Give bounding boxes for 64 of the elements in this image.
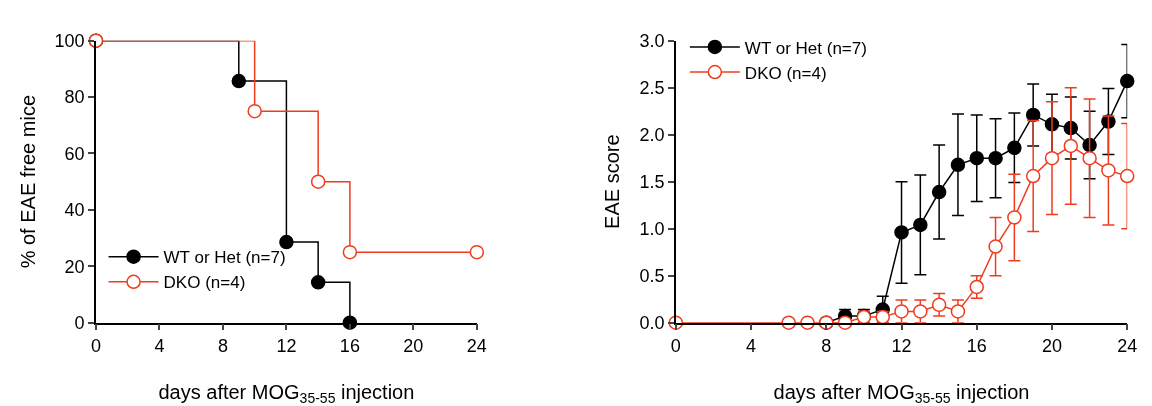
y-tick-label: 0 [74,312,85,333]
point [1044,150,1060,166]
x-tick-label: 16 [339,336,360,357]
point [231,73,247,89]
x-tick-label: 24 [1117,336,1138,357]
x-tick-label: 8 [821,336,832,357]
point [950,157,966,172]
x-axis-title: days after MOG$_{35-55}$ injection [158,380,415,406]
point [1025,107,1041,123]
x-tick-label: 0 [670,336,681,357]
y-tick-label: 1.5 [639,171,665,192]
y-tick-label: 40 [64,200,85,221]
x-tick-label: 12 [891,336,912,357]
x-tick-label: 20 [403,336,424,357]
y-tick-label: 3.0 [639,30,665,51]
point [1025,168,1041,184]
point [1007,210,1022,225]
y-tick-label: 80 [64,87,85,108]
y-tick-label: 100 [54,30,85,51]
y-axis-title: % of EAE free mice [16,94,39,269]
x-tick-label: 20 [1041,336,1063,357]
x-tick-label: 0 [90,336,101,357]
y-tick-label: 0.5 [639,265,665,286]
x-tick-label: 24 [466,336,487,357]
y-tick-label: 0.0 [639,312,665,333]
point [913,304,928,319]
point [1007,140,1022,156]
y-tick-label: 60 [64,143,85,164]
y-tick-label: 1.0 [639,218,665,239]
point [969,279,985,295]
point [310,174,326,189]
legend-label: WT or Het (n=7) [163,248,286,268]
y-tick-label: 2.0 [639,124,665,145]
x-tick-label: 4 [154,336,165,357]
point [1119,168,1135,184]
point [279,234,294,250]
y-axis-title: EAE score [601,134,624,229]
point [469,244,485,260]
point [988,150,1003,166]
legend-label: WT or Het (n=7) [744,38,867,58]
x-tick-label: 4 [746,336,757,357]
legend-label: DKO (n=4) [744,63,827,83]
x-tick-label: 8 [217,336,228,357]
point [931,184,947,200]
x-tick-label: 16 [966,336,987,357]
x-tick-label: 12 [276,336,297,357]
point [310,275,326,290]
point [1063,138,1079,154]
y-tick-label: 20 [64,256,85,277]
point [894,304,909,319]
point [913,217,928,233]
point [1101,163,1116,178]
point [950,304,966,319]
point [931,297,947,313]
point [1119,73,1135,89]
x-axis-title: days after MOG$_{35-55}$ injection [773,380,1030,406]
point [894,225,909,240]
point [1082,150,1097,166]
point [247,103,262,119]
y-tick-label: 2.5 [639,77,665,98]
point [342,244,358,260]
legend-label: DKO (n=4) [163,273,246,293]
point [969,150,985,166]
point [988,239,1003,254]
